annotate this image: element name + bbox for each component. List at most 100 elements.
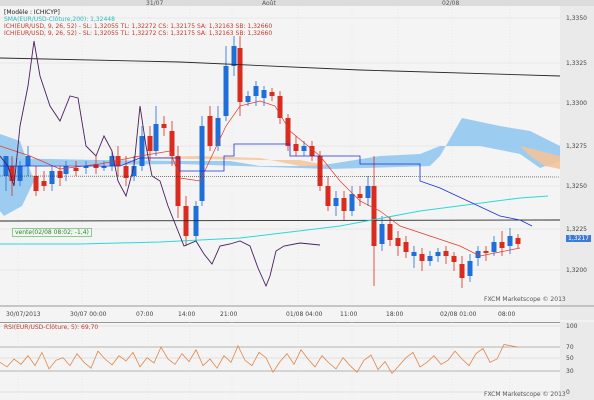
bear-candle bbox=[371, 186, 377, 246]
bull-candle bbox=[467, 261, 473, 276]
trend-line-upper bbox=[0, 57, 561, 77]
watermark-main: FXCM Marketscope © 2013 bbox=[484, 296, 566, 303]
bear-candle bbox=[459, 264, 465, 278]
bear-candle bbox=[277, 96, 283, 118]
support-line bbox=[0, 175, 561, 178]
bull-candle bbox=[427, 256, 433, 261]
rsi-line bbox=[0, 344, 519, 375]
rsi-legend: RSI(EUR/USD-Clôture, 5): 69,70 bbox=[4, 324, 99, 331]
bear-candle bbox=[33, 176, 39, 191]
kijun-sen-line bbox=[0, 143, 533, 227]
main-chart[interactable]: 1,3350 1,3325 1,3300 1,3275 1,3250 1,3225 1,32… bbox=[0, 6, 594, 320]
sma-line bbox=[0, 195, 549, 245]
trend-line-lower bbox=[0, 219, 561, 222]
bull-candle bbox=[139, 136, 145, 166]
indicator-lines bbox=[0, 40, 561, 288]
bear-candle bbox=[403, 242, 409, 252]
current-price-tag: 1,3217 bbox=[566, 235, 591, 242]
bear-candle bbox=[451, 256, 457, 262]
bear-candle bbox=[309, 146, 315, 156]
rsi-tick-label: 70 bbox=[566, 344, 574, 351]
bull-candle bbox=[215, 118, 221, 146]
bear-candle bbox=[499, 242, 505, 248]
time-tick-label: 21:00 bbox=[220, 311, 237, 318]
watermark-rsi: FXCM Marketscope © 2013 bbox=[484, 391, 566, 398]
price-tick-label: 1,3325 bbox=[566, 60, 587, 67]
price-tick-label: 1,3300 bbox=[566, 100, 587, 107]
bear-candle bbox=[237, 48, 243, 102]
model-label: [Modèle : ICHICYP] bbox=[4, 9, 60, 16]
price-axis: 1,3350 1,3325 1,3300 1,3275 1,3250 1,3225 1,32… bbox=[566, 15, 587, 274]
time-tick-label: 11:00 bbox=[340, 311, 357, 318]
bear-candle bbox=[341, 198, 347, 211]
price-tick-label: 1,3275 bbox=[566, 143, 587, 150]
bull-candle bbox=[83, 166, 89, 168]
bull-candle bbox=[301, 146, 307, 151]
date-label-1: 31/07 bbox=[146, 0, 164, 7]
bull-candle bbox=[223, 66, 229, 116]
rsi-tick-label: 30 bbox=[566, 368, 574, 375]
bull-candle bbox=[411, 252, 417, 256]
tenkan-sen-line bbox=[0, 100, 521, 257]
time-tick-label: 08:00 bbox=[498, 311, 515, 318]
date-label-3: 02/08 bbox=[442, 0, 460, 7]
bull-candle bbox=[475, 251, 481, 258]
bear-candle bbox=[147, 136, 153, 151]
price-tick-label: 1,3200 bbox=[566, 267, 587, 274]
bull-candle bbox=[101, 166, 107, 168]
rsi-tick-label: 0 bbox=[566, 389, 570, 396]
bear-candle bbox=[443, 251, 449, 256]
bull-candle bbox=[435, 252, 441, 256]
price-tick-label: 1,3350 bbox=[566, 15, 587, 22]
bull-candle bbox=[507, 236, 513, 246]
price-tick-label: 1,3225 bbox=[566, 226, 587, 233]
bull-candle bbox=[199, 126, 205, 201]
bull-candle bbox=[25, 156, 31, 166]
bear-candle bbox=[41, 181, 47, 186]
candles bbox=[3, 36, 521, 288]
bear-candle bbox=[115, 156, 121, 166]
chikou-span-line bbox=[0, 40, 321, 288]
time-tick-label: 02/08 01:00 bbox=[440, 311, 477, 318]
bull-candle bbox=[365, 186, 371, 198]
bull-candle bbox=[333, 198, 339, 206]
bull-candle bbox=[153, 124, 159, 151]
bear-candle bbox=[269, 92, 275, 96]
rsi-axis-panel bbox=[560, 322, 594, 400]
bull-candle bbox=[231, 46, 237, 66]
rsi-tick-label: 50 bbox=[566, 355, 574, 362]
bear-candle bbox=[285, 118, 291, 146]
bear-candle bbox=[357, 194, 363, 198]
bear-candle bbox=[395, 238, 401, 246]
bull-candle bbox=[349, 194, 355, 211]
bull-candle bbox=[261, 90, 267, 98]
bull-candle bbox=[131, 166, 137, 176]
price-axis-panel[interactable] bbox=[560, 6, 594, 320]
rsi-grid bbox=[0, 322, 560, 400]
time-tick-label: 01/08 04:00 bbox=[286, 311, 323, 318]
cloud-blue-right bbox=[0, 118, 560, 169]
bull-candle bbox=[49, 171, 55, 184]
price-tick-label: 1,3250 bbox=[566, 183, 587, 190]
bull-candle bbox=[253, 86, 259, 96]
rsi-chart[interactable]: 100 70 50 30 0 bbox=[0, 322, 594, 400]
cloud-orange-mid bbox=[0, 156, 330, 166]
bull-candle bbox=[109, 156, 115, 166]
bear-candle bbox=[387, 224, 393, 240]
rsi-axis: 100 70 50 30 0 bbox=[566, 323, 578, 396]
cloud-blue-left bbox=[0, 134, 34, 216]
date-label-2: Août bbox=[262, 0, 276, 7]
bear-candle bbox=[123, 166, 129, 178]
ichimoku-legend-2: ICH(EUR/USD, 9, 26, 52) - SL: 1,32055 TL… bbox=[4, 30, 273, 37]
bear-candle bbox=[169, 131, 175, 156]
ichimoku-cloud bbox=[0, 118, 560, 216]
time-tick-label: 30/07/2013 bbox=[6, 311, 41, 318]
rsi-tick-label: 100 bbox=[566, 323, 578, 330]
trade-marker-label[interactable]: vente(02/08 08:02; -1,4) bbox=[12, 228, 92, 237]
time-tick-label: 18:00 bbox=[386, 311, 403, 318]
bear-candle bbox=[419, 254, 425, 261]
bull-candle bbox=[17, 166, 23, 181]
time-tick-label: 30/07 00:00 bbox=[70, 311, 107, 318]
bear-candle bbox=[57, 171, 63, 178]
bear-candle bbox=[325, 186, 331, 206]
